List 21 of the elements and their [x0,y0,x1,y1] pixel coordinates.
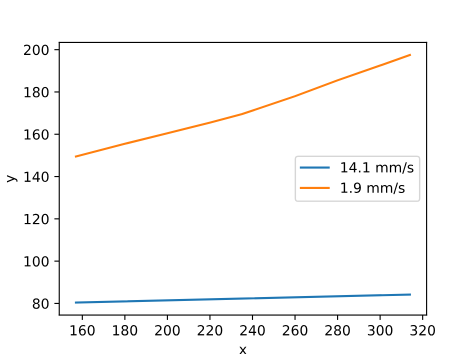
x-tick-label: 220 [198,325,222,336]
y-tick-label: 80 [32,298,49,309]
y-axis-title: y [6,175,18,182]
x-tick-label: 180 [113,325,138,336]
line-series [74,54,411,158]
x-tick-label: 280 [325,325,350,336]
x-tick-label: 160 [70,325,95,336]
legend-label: 14.1 mm/s [341,162,414,174]
x-tick-label: 300 [368,325,392,336]
x-tick-label: 260 [282,325,308,336]
x-axis-title: x [239,346,247,354]
y-tick-label: 180 [24,86,49,98]
y-tick-label: 140 [24,172,49,182]
y-tick-label: 200 [24,44,49,56]
legend-label: 1.9 mm/s [341,182,405,194]
x-tick-label: 240 [240,325,265,336]
y-tick-label: 120 [24,214,49,224]
x-tick-label: 200 [155,325,180,336]
y-tick-label: 160 [24,129,49,140]
x-tick-label: 320 [410,325,435,336]
y-tick-label: 100 [24,256,49,267]
